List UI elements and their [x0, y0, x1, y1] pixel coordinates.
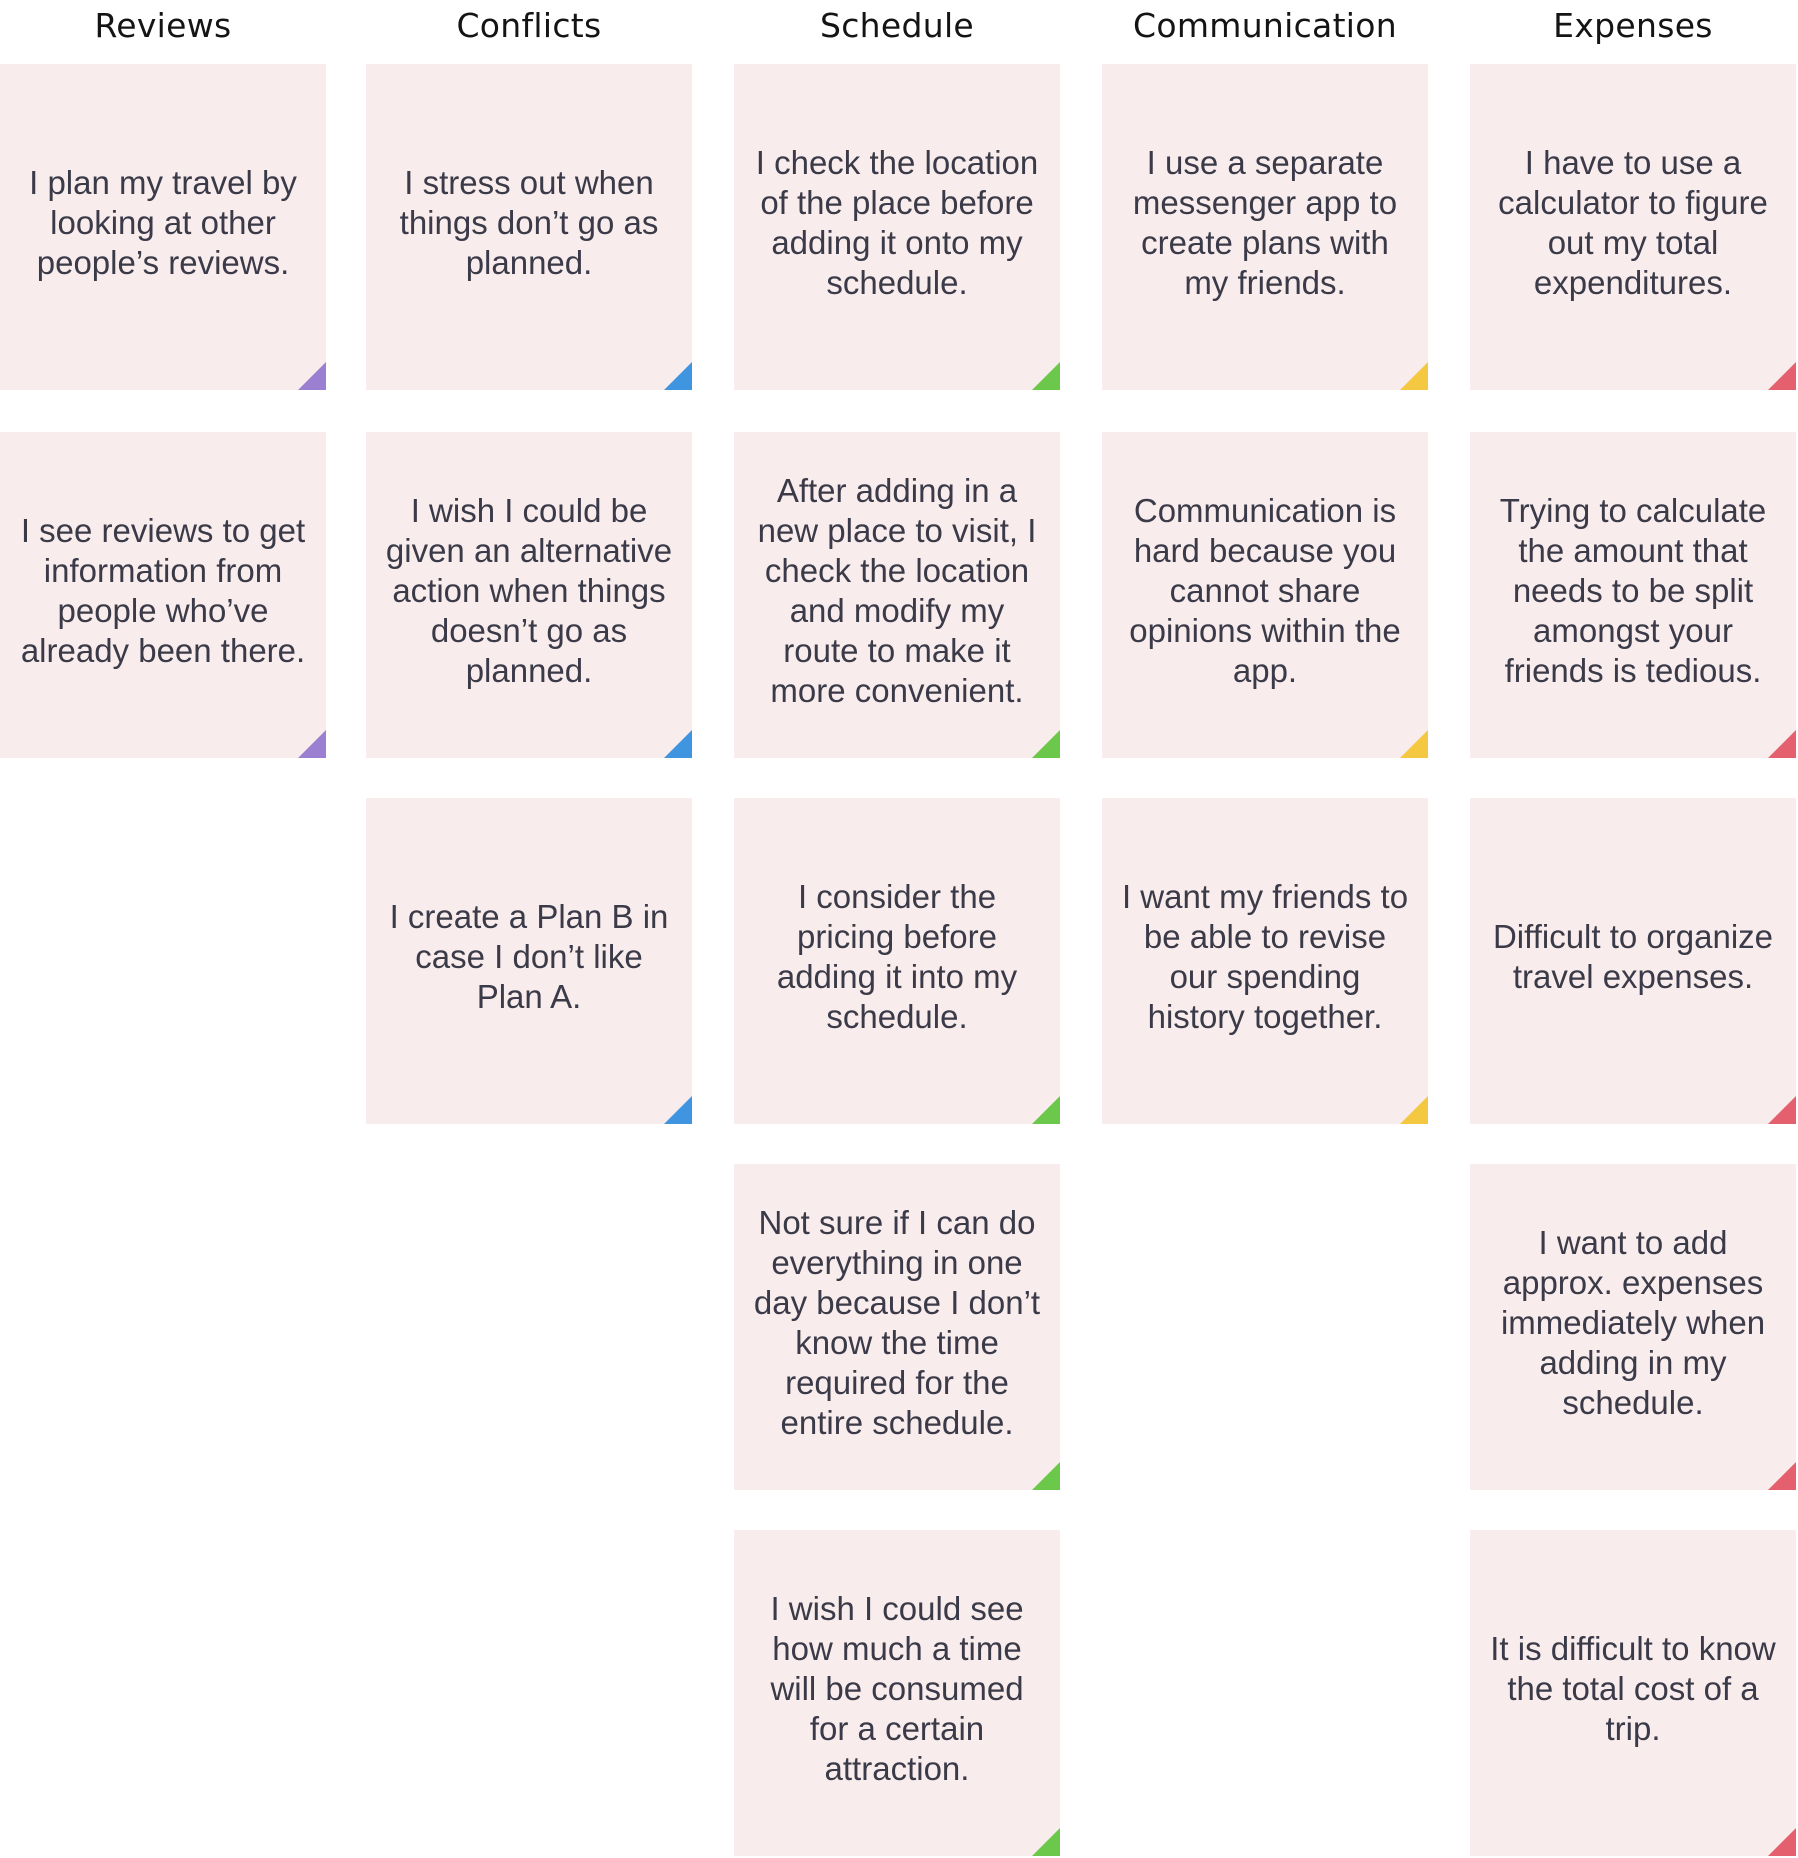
color-tag-corner [1032, 1462, 1060, 1490]
sticky-note[interactable]: I consider the pricing before adding it … [734, 798, 1060, 1124]
color-tag-corner [1400, 730, 1428, 758]
sticky-note[interactable]: Not sure if I can do everything in one d… [734, 1164, 1060, 1490]
color-tag-corner [664, 362, 692, 390]
color-tag-corner [1768, 1096, 1796, 1124]
sticky-note-text: It is difficult to know the total cost o… [1490, 1630, 1776, 1747]
sticky-note[interactable]: I wish I could be given an alternative a… [366, 432, 692, 758]
sticky-note[interactable]: I want to add approx. expenses immediate… [1470, 1164, 1796, 1490]
column-title: Schedule [819, 5, 975, 45]
color-tag-corner [664, 1096, 692, 1124]
color-tag-corner [664, 730, 692, 758]
sticky-note[interactable]: I want my friends to be able to revise o… [1102, 798, 1428, 1124]
column-title: Expenses [1553, 5, 1713, 45]
sticky-note-text: I plan my travel by looking at other peo… [29, 164, 297, 281]
column-title: Communication [1132, 5, 1397, 45]
color-tag-corner [1032, 730, 1060, 758]
sticky-note-text: After adding in a new place to visit, I … [757, 472, 1037, 709]
sticky-note-text: I want to add approx. expenses immediate… [1500, 1224, 1766, 1421]
color-tag-corner [1400, 362, 1428, 390]
sticky-note[interactable]: I create a Plan B in case I don’t like P… [366, 798, 692, 1124]
color-tag-corner [298, 362, 326, 390]
sticky-note-text: Difficult to organize travel expenses. [1492, 918, 1774, 995]
sticky-note[interactable]: After adding in a new place to visit, I … [734, 432, 1060, 758]
sticky-note[interactable]: I see reviews to get information from pe… [0, 432, 326, 758]
sticky-note-text: Not sure if I can do everything in one d… [753, 1204, 1041, 1441]
sticky-note-text: I consider the pricing before adding it … [776, 878, 1018, 1035]
sticky-note[interactable]: Communication is hard because you cannot… [1102, 432, 1428, 758]
sticky-note-text: Communication is hard because you cannot… [1129, 492, 1401, 689]
sticky-note-text: I wish I could be given an alternative a… [385, 492, 673, 689]
sticky-note[interactable]: I stress out when things don’t go as pla… [366, 64, 692, 390]
color-tag-corner [1768, 1828, 1796, 1856]
sticky-note[interactable]: I have to use a calculator to figure out… [1470, 64, 1796, 390]
color-tag-corner [1768, 362, 1796, 390]
color-tag-corner [1032, 362, 1060, 390]
sticky-note-text: I want my friends to be able to revise o… [1121, 878, 1409, 1035]
sticky-note-text: I wish I could see how much a time will … [770, 1590, 1024, 1787]
color-tag-corner [1768, 1462, 1796, 1490]
sticky-note[interactable]: I use a separate messenger app to create… [1102, 64, 1428, 390]
sticky-note[interactable]: I wish I could see how much a time will … [734, 1530, 1060, 1856]
color-tag-corner [1032, 1828, 1060, 1856]
column-title: Reviews [94, 5, 232, 45]
sticky-note-text: Trying to calculate the amount that need… [1499, 492, 1767, 689]
sticky-note[interactable]: Trying to calculate the amount that need… [1470, 432, 1796, 758]
color-tag-corner [298, 730, 326, 758]
sticky-note-text: I see reviews to get information from pe… [20, 512, 306, 669]
sticky-note-text: I stress out when things don’t go as pla… [399, 164, 659, 281]
color-tag-corner [1768, 730, 1796, 758]
sticky-note-text: I create a Plan B in case I don’t like P… [389, 898, 669, 1015]
color-tag-corner [1400, 1096, 1428, 1124]
sticky-note-text: I check the location of the place before… [755, 144, 1039, 301]
sticky-note[interactable]: Difficult to organize travel expenses. [1470, 798, 1796, 1124]
sticky-note[interactable]: It is difficult to know the total cost o… [1470, 1530, 1796, 1856]
column-title: Conflicts [456, 5, 602, 45]
sticky-note[interactable]: I check the location of the place before… [734, 64, 1060, 390]
sticky-note-text: I have to use a calculator to figure out… [1498, 144, 1768, 301]
sticky-note[interactable]: I plan my travel by looking at other peo… [0, 64, 326, 390]
color-tag-corner [1032, 1096, 1060, 1124]
sticky-note-text: I use a separate messenger app to create… [1132, 144, 1398, 301]
